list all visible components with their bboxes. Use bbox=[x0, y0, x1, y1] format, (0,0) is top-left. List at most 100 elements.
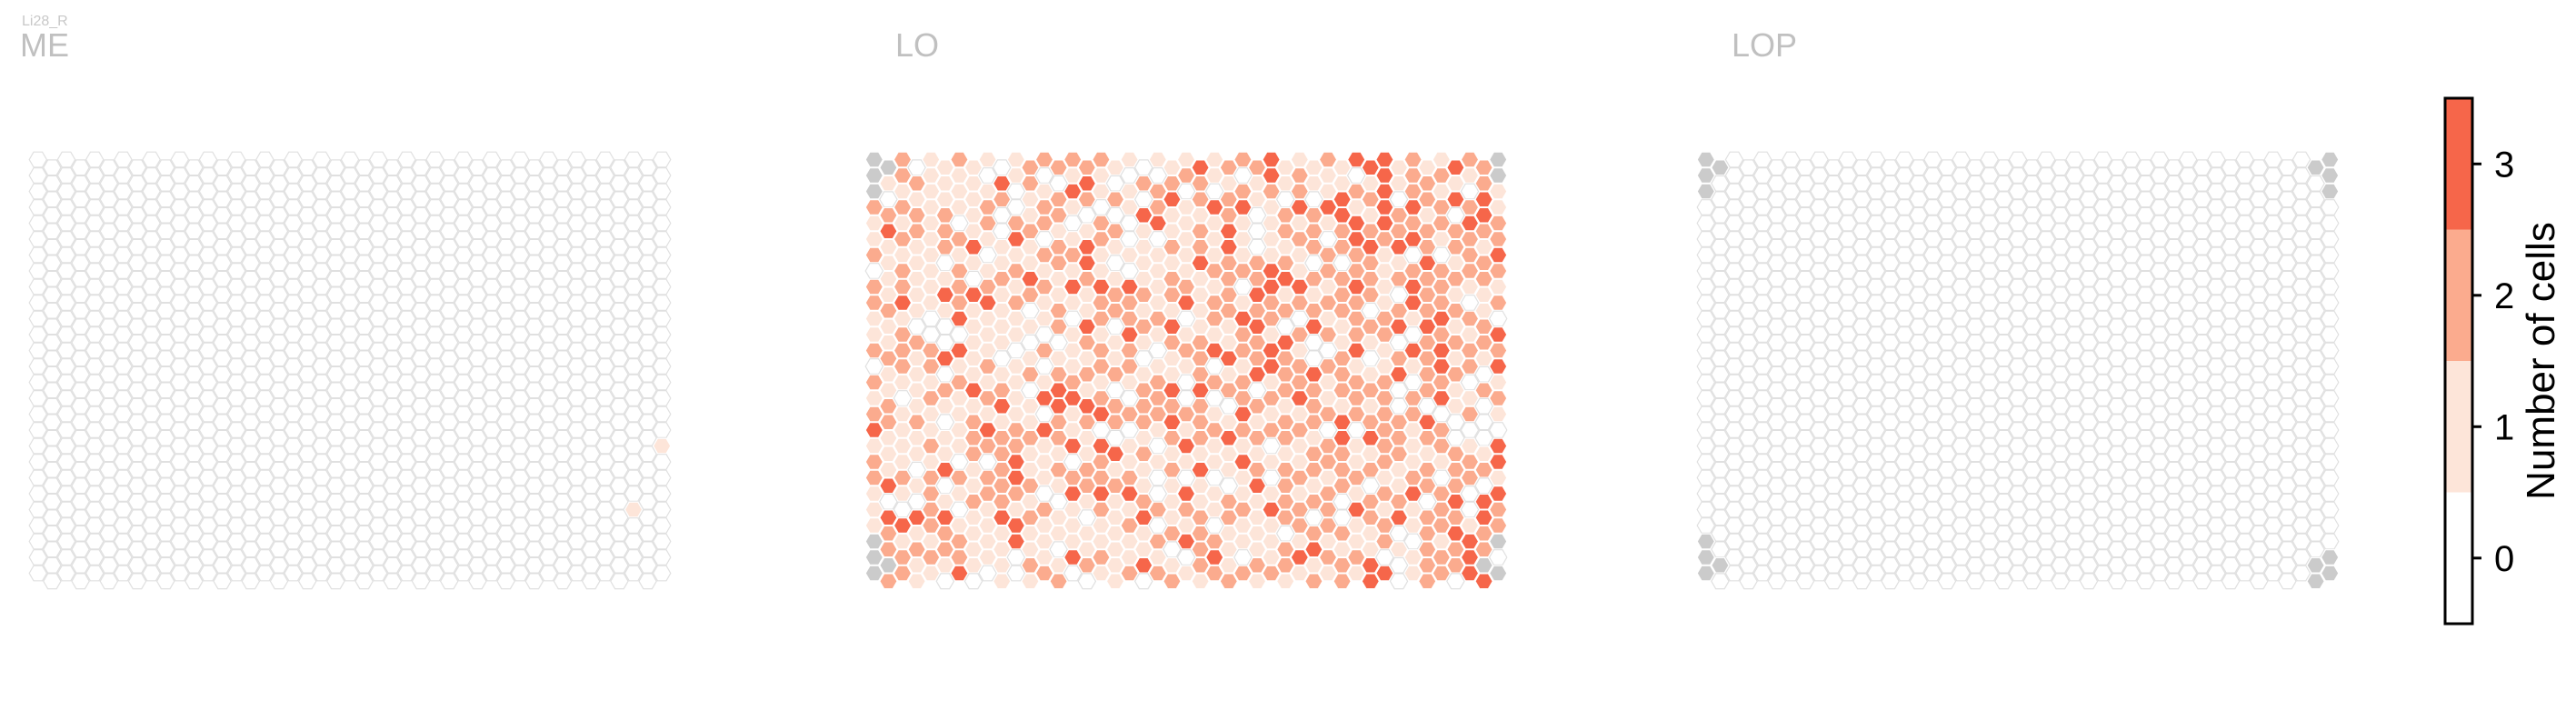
hex-cell bbox=[1148, 565, 1168, 582]
hex-cell bbox=[226, 533, 246, 550]
hex-cell bbox=[326, 477, 345, 495]
hex-cell bbox=[1909, 397, 1929, 415]
hex-cell bbox=[1389, 414, 1409, 431]
hex-cell bbox=[1417, 429, 1437, 446]
hex-cell bbox=[1233, 469, 1253, 486]
hex-cell bbox=[2065, 390, 2084, 406]
hex-cell bbox=[155, 223, 175, 240]
hex-cell bbox=[56, 199, 76, 215]
hex-cell bbox=[1923, 469, 1942, 486]
hex-cell bbox=[2122, 469, 2142, 486]
hex-cell bbox=[2278, 525, 2297, 542]
hex-cell bbox=[2192, 382, 2212, 399]
hex-cell bbox=[1375, 263, 1394, 279]
hex-cell bbox=[1176, 469, 1196, 486]
hex-cell bbox=[2207, 326, 2226, 343]
hex-cell bbox=[1105, 223, 1125, 240]
hex-cell bbox=[964, 556, 983, 574]
hex-cell bbox=[553, 223, 573, 240]
hex-cell bbox=[1092, 501, 1111, 518]
hex-cell bbox=[1163, 366, 1182, 383]
hex-cell bbox=[1965, 382, 1985, 399]
hex-cell bbox=[425, 437, 444, 455]
hex-cell bbox=[43, 382, 62, 399]
hex-cell bbox=[1838, 310, 1858, 327]
hex-cell bbox=[1219, 255, 1239, 272]
hex-cell bbox=[71, 493, 90, 510]
hex-cell bbox=[1852, 206, 1872, 224]
hex-cell bbox=[1247, 525, 1267, 542]
hex-cell bbox=[1346, 310, 1366, 327]
hex-cell bbox=[368, 549, 388, 566]
hex-cell bbox=[1894, 167, 1914, 184]
hex-cell bbox=[1375, 231, 1394, 247]
hex-cell bbox=[284, 231, 303, 247]
hex-cell bbox=[1204, 517, 1224, 534]
hex-cell bbox=[2164, 334, 2183, 351]
hex-cell bbox=[1275, 477, 1295, 495]
hex-cell bbox=[567, 469, 586, 486]
hex-cell bbox=[1460, 374, 1480, 391]
hex-cell bbox=[1952, 199, 1971, 215]
hex-cell bbox=[1994, 477, 2013, 495]
hex-cell bbox=[1767, 429, 1787, 446]
hex-cell bbox=[1247, 573, 1267, 590]
hex-cell bbox=[297, 191, 317, 208]
hex-cell bbox=[1488, 406, 1508, 423]
hex-cell bbox=[28, 454, 48, 470]
hex-cell bbox=[1063, 486, 1083, 502]
hex-cell bbox=[468, 397, 487, 415]
hex-cell bbox=[1389, 541, 1409, 558]
hex-cell bbox=[2164, 191, 2183, 208]
hex-grid-lop bbox=[1696, 151, 2340, 590]
hex-cell bbox=[2221, 429, 2241, 446]
hex-cell bbox=[1696, 215, 1716, 232]
hex-cell bbox=[397, 167, 416, 184]
hex-cell bbox=[368, 167, 388, 184]
hex-cell bbox=[1133, 159, 1153, 176]
hex-cell bbox=[2008, 374, 2028, 391]
hex-cell bbox=[2164, 429, 2183, 446]
hex-cell bbox=[411, 509, 431, 526]
hex-cell bbox=[893, 310, 913, 327]
hex-cell bbox=[2107, 446, 2127, 463]
hex-cell bbox=[71, 255, 90, 272]
hex-cell bbox=[1980, 310, 2000, 327]
hex-cell bbox=[935, 461, 955, 478]
hex-cell bbox=[1333, 525, 1352, 542]
hex-cell bbox=[2249, 477, 2269, 495]
hex-cell bbox=[482, 533, 502, 550]
hex-cell bbox=[964, 286, 983, 304]
hex-cell bbox=[2008, 422, 2028, 438]
hex-cell bbox=[1752, 310, 1772, 327]
hex-cell bbox=[2150, 469, 2170, 486]
hex-cell bbox=[114, 533, 133, 550]
hex-cell bbox=[864, 486, 884, 502]
hex-cell bbox=[2022, 509, 2042, 526]
hex-cell bbox=[312, 517, 332, 534]
hex-cell bbox=[1838, 437, 1858, 455]
hex-cell bbox=[1474, 446, 1493, 463]
hex-cell bbox=[2022, 461, 2042, 478]
hex-cell bbox=[114, 183, 133, 200]
hex-cell bbox=[1838, 231, 1858, 247]
hex-cell bbox=[1375, 215, 1394, 232]
hex-cell bbox=[284, 565, 303, 582]
hex-cell bbox=[864, 565, 884, 582]
hex-cell bbox=[1446, 461, 1465, 478]
hex-cell bbox=[1389, 255, 1409, 272]
hex-cell bbox=[454, 183, 474, 200]
hex-cell bbox=[1417, 302, 1437, 319]
hex-cell bbox=[340, 326, 360, 343]
hex-grid-lo bbox=[864, 151, 1508, 590]
hex-cell bbox=[127, 382, 147, 399]
hex-cell bbox=[1275, 286, 1295, 304]
hex-cell bbox=[2079, 414, 2099, 431]
hex-cell bbox=[2164, 206, 2183, 224]
hex-cell bbox=[1909, 541, 1929, 558]
hex-cell bbox=[326, 446, 345, 463]
hex-cell bbox=[524, 525, 544, 542]
hex-cell bbox=[85, 437, 105, 455]
hex-cell bbox=[269, 493, 289, 510]
hex-cell bbox=[170, 231, 190, 247]
